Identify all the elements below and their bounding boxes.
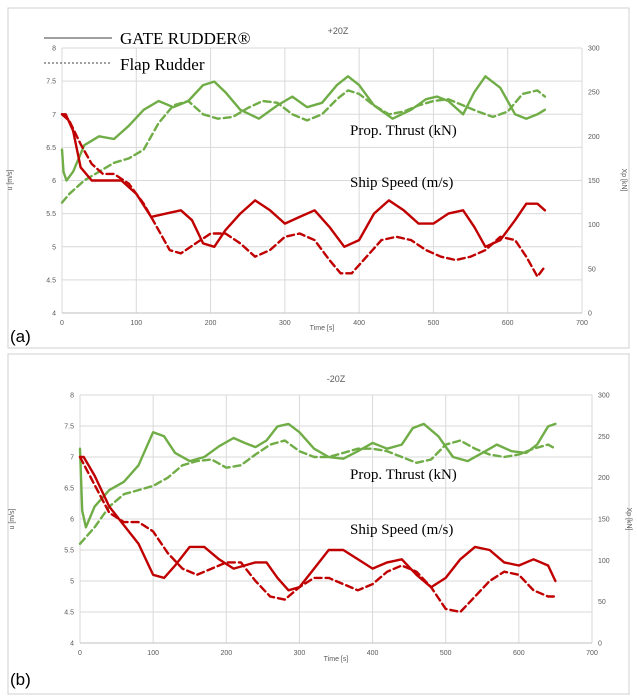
prop-thrust-annotation: Prop. Thrust (kN) [350, 123, 457, 139]
y-tick-label-right: 100 [588, 222, 600, 229]
y-tick-label-left: 5.5 [64, 548, 74, 555]
ship-speed-dashed-line [78, 455, 557, 614]
y-tick-label-left: 5 [70, 579, 74, 586]
x-tick-label: 700 [586, 650, 598, 657]
y-tick-label-left: 8 [52, 46, 56, 53]
y-tick-label-left: 7 [70, 455, 74, 462]
y-axis-label-right: Xp [kN] [620, 169, 627, 192]
ship-speed-annotation: Ship Speed (m/s) [350, 522, 453, 538]
x-tick-label: 600 [513, 650, 525, 657]
chart-b: 0 100 200 300 400 500 600 700 4 4.5 5 5.5 6 6.5 7 7.5 8 0… [7, 353, 632, 695]
chart-title: -20Z [327, 374, 346, 384]
y-tick-label-right: 50 [598, 599, 606, 606]
legend-gate-rudder: GATE RUDDER® [120, 29, 251, 48]
y-tick-label-right: 150 [588, 178, 600, 185]
y-tick-label-right: 250 [598, 434, 610, 441]
panel-label: (a) [10, 327, 31, 346]
y-axis-label-left: u [m/s] [7, 169, 14, 190]
y-tick-label-left: 6 [52, 178, 56, 185]
x-axis-label: Time [s] [310, 325, 335, 332]
y-tick-label-left: 7 [52, 112, 56, 119]
x-tick-label: 100 [130, 320, 142, 327]
y-tick-label-left: 5 [52, 244, 56, 251]
y-tick-label-left: 5.5 [46, 211, 56, 218]
y-tick-label-left: 4 [52, 311, 56, 318]
x-tick-label: 200 [205, 320, 217, 327]
chart-panel-a: 0 100 200 300 400 500 600 700 4 4.5 5 5.5 6 6.5 7 7.5 8 0… [7, 7, 630, 349]
y-tick-label-right: 200 [598, 475, 610, 482]
y-tick-label-right: 300 [588, 46, 600, 53]
x-tick-label: 500 [428, 320, 440, 327]
y-tick-label-left: 7.5 [64, 424, 74, 431]
y-tick-label-right: 0 [588, 311, 592, 318]
ship-speed-solid-line [60, 113, 547, 249]
x-tick-label: 300 [294, 650, 306, 657]
y-axis-label-right: Xp [kN] [625, 508, 632, 531]
x-tick-label: 300 [279, 320, 291, 327]
prop-thrust-annotation: Prop. Thrust (kN) [350, 467, 457, 483]
prop-thrust-solid-line [78, 422, 557, 529]
y-tick-label-right: 0 [598, 641, 602, 648]
y-tick-label-left: 6.5 [46, 145, 56, 152]
ship-speed-annotation: Ship Speed (m/s) [350, 175, 453, 191]
ship-speed-dashed-line [60, 113, 547, 278]
prop-thrust-solid-line [60, 75, 547, 182]
x-tick-label: 100 [147, 650, 159, 657]
x-tick-label: 400 [367, 650, 379, 657]
y-tick-label-left: 4 [70, 641, 74, 648]
y-tick-label-left: 8 [70, 393, 74, 400]
y-axis-label-left: u [m/s] [9, 508, 16, 529]
x-tick-label: 600 [502, 320, 514, 327]
x-tick-label: 500 [440, 650, 452, 657]
x-tick-label: 200 [220, 650, 232, 657]
chart-a: 0 100 200 300 400 500 600 700 4 4.5 5 5.5 6 6.5 7 7.5 8 0… [7, 7, 630, 349]
y-tick-label-right: 150 [598, 517, 610, 524]
prop-thrust-dashed-line [78, 439, 557, 546]
y-tick-label-right: 300 [598, 393, 610, 400]
x-tick-label: 400 [353, 320, 365, 327]
y-tick-label-right: 250 [588, 90, 600, 97]
x-axis-label: Time [s] [324, 656, 349, 663]
y-tick-label-left: 4.5 [64, 610, 74, 617]
panel-label: (b) [10, 670, 31, 689]
panel-frame [7, 7, 630, 349]
y-tick-label-left: 6.5 [64, 486, 74, 493]
legend-flap-rudder: Flap Rudder [120, 55, 205, 74]
y-tick-label-right: 100 [598, 558, 610, 565]
x-tick-label: 0 [60, 320, 64, 327]
chart-title: +20Z [328, 26, 349, 36]
y-tick-label-left: 6 [70, 517, 74, 524]
prop-thrust-dashed-line [60, 89, 547, 204]
chart-panel-b: 0 100 200 300 400 500 600 700 4 4.5 5 5.5 6 6.5 7 7.5 8 0… [0, 352, 637, 696]
y-tick-label-left: 4.5 [46, 277, 56, 284]
y-tick-label-right: 200 [588, 134, 600, 141]
y-tick-label-left: 7.5 [46, 79, 56, 86]
x-tick-label: 700 [576, 320, 588, 327]
x-tick-label: 0 [78, 650, 82, 657]
y-tick-label-right: 50 [588, 266, 596, 273]
panel-frame [7, 353, 630, 695]
